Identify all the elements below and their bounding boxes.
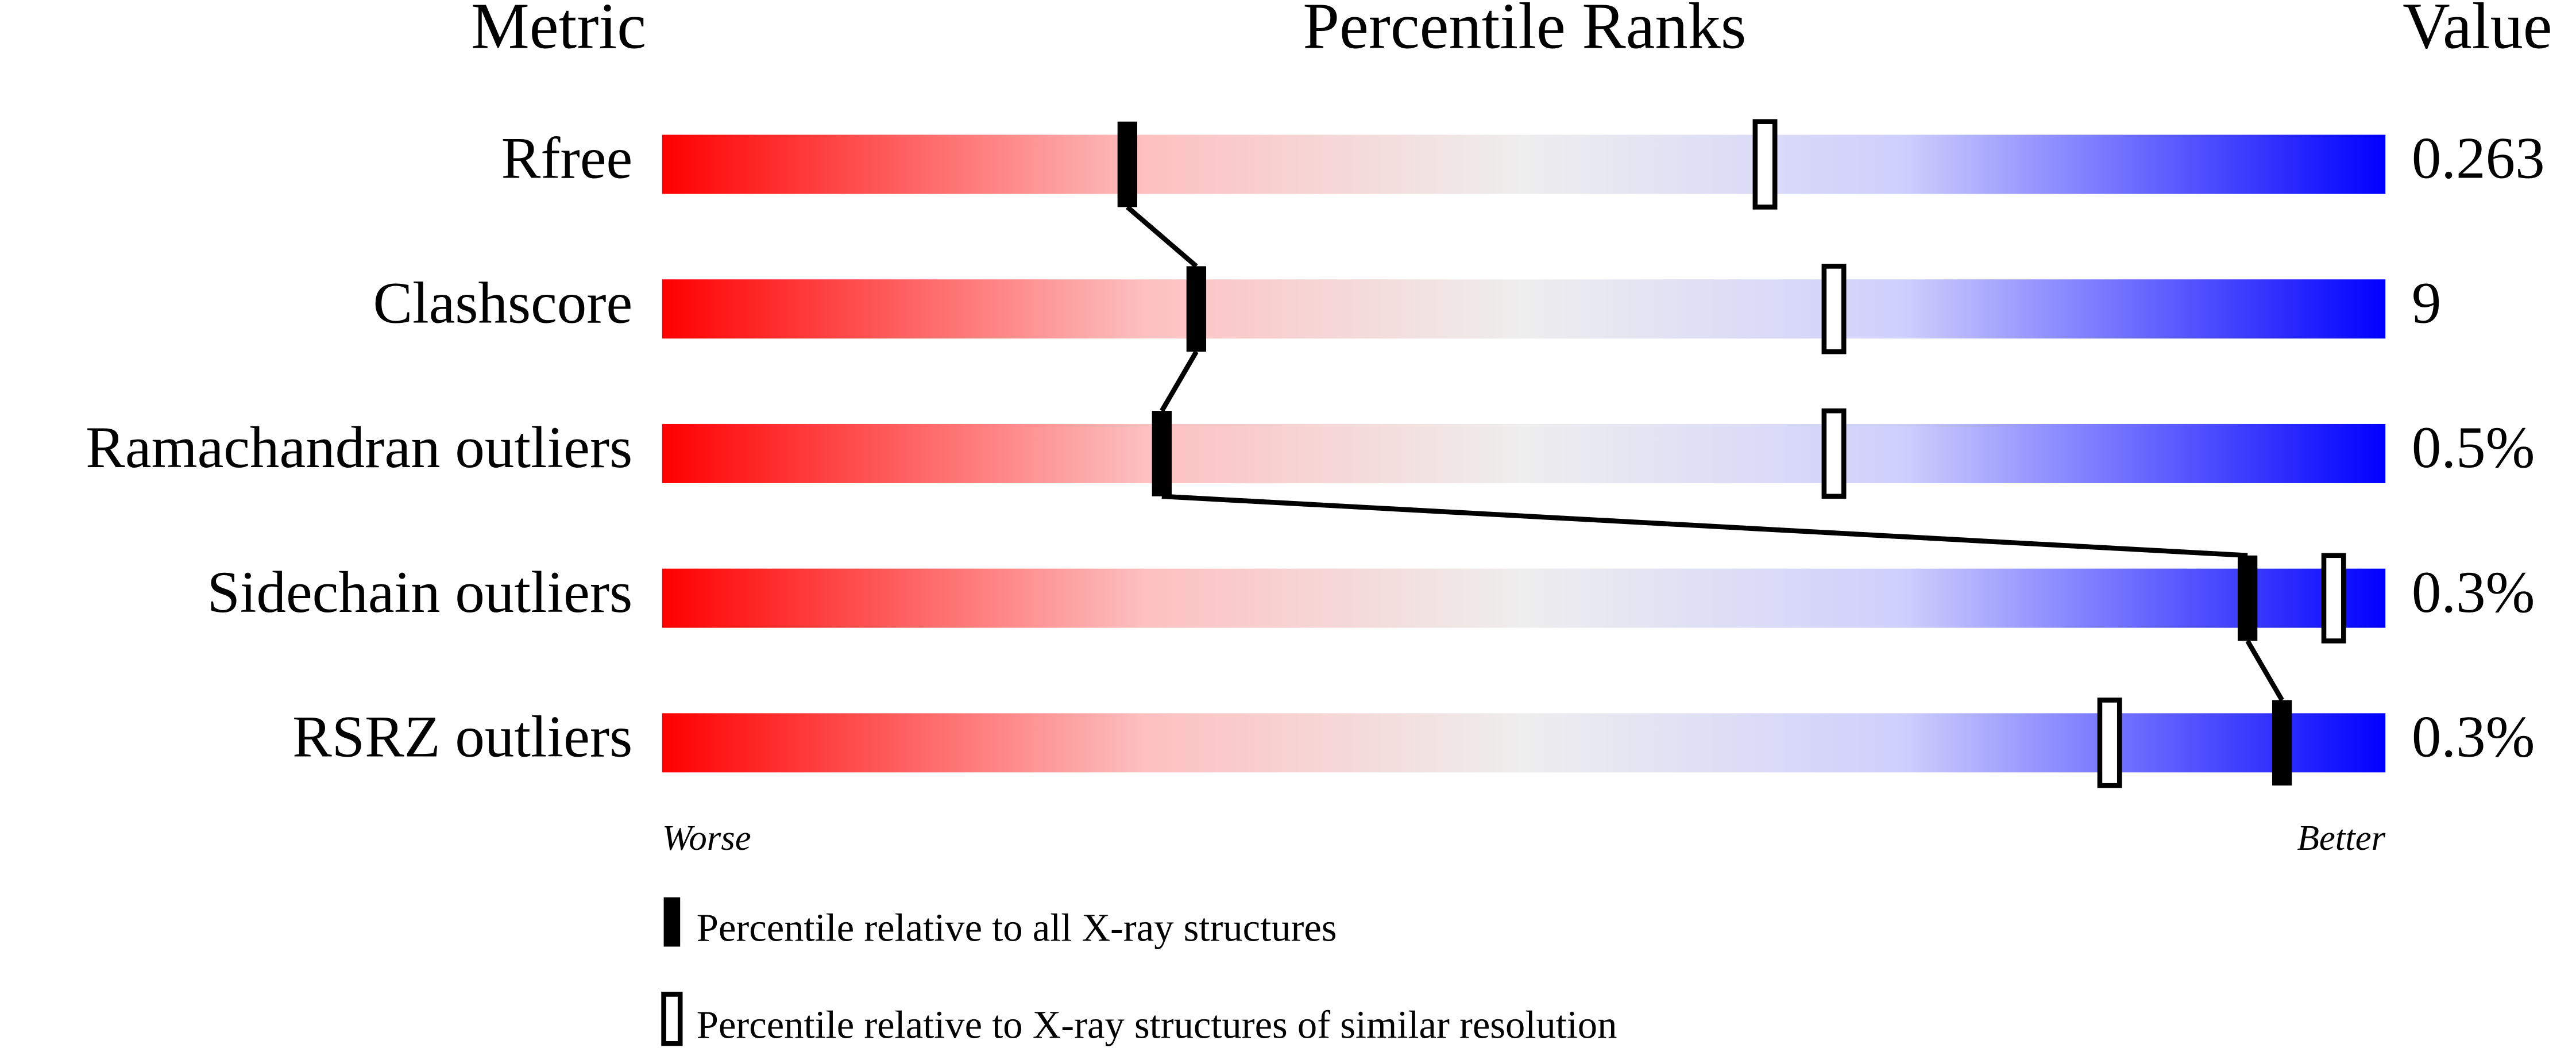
metric-value: 0.5% <box>2412 415 2535 480</box>
metric-label: Clashscore <box>373 270 632 336</box>
percentile-bar <box>662 713 2386 773</box>
metric-value: 0.263 <box>2412 126 2545 191</box>
connector <box>2245 639 2284 702</box>
header-value: Value <box>2403 0 2552 62</box>
header-metric: Metric <box>471 0 646 62</box>
marker-all <box>1117 121 1138 207</box>
legend-label: Percentile relative to all X-ray structu… <box>697 906 1337 950</box>
percentile-bar <box>662 568 2386 628</box>
marker-similar <box>2097 698 2122 788</box>
connector <box>1126 205 1198 268</box>
marker-similar <box>1821 408 1847 499</box>
metric-label: RSRZ outliers <box>292 704 632 769</box>
better-label: Better <box>2297 818 2385 858</box>
connector <box>1160 350 1199 413</box>
legend-label: Percentile relative to X-ray structures … <box>697 1003 1617 1046</box>
metric-label: Sidechain outliers <box>207 560 633 625</box>
percentile-bar <box>662 134 2386 194</box>
connector <box>1161 494 2248 558</box>
worse-label: Worse <box>662 818 751 858</box>
marker-all <box>2237 555 2258 641</box>
metric-label: Ramachandran outliers <box>86 415 632 480</box>
marker-all <box>1152 411 1172 496</box>
metric-value: 0.3% <box>2412 704 2535 769</box>
legend-swatch <box>663 897 681 947</box>
metric-value: 0.3% <box>2412 560 2535 625</box>
marker-similar <box>2321 553 2346 644</box>
marker-all <box>1186 266 1207 352</box>
header-ranks: Percentile Ranks <box>1303 0 1746 62</box>
marker-all <box>2272 700 2292 786</box>
percentile-bar <box>662 423 2386 483</box>
legend-swatch <box>661 992 683 1046</box>
marker-similar <box>1821 264 1847 355</box>
metric-label: Rfree <box>501 126 633 191</box>
marker-similar <box>1752 119 1778 210</box>
metric-value: 9 <box>2412 270 2441 336</box>
percentile-bar <box>662 279 2386 339</box>
